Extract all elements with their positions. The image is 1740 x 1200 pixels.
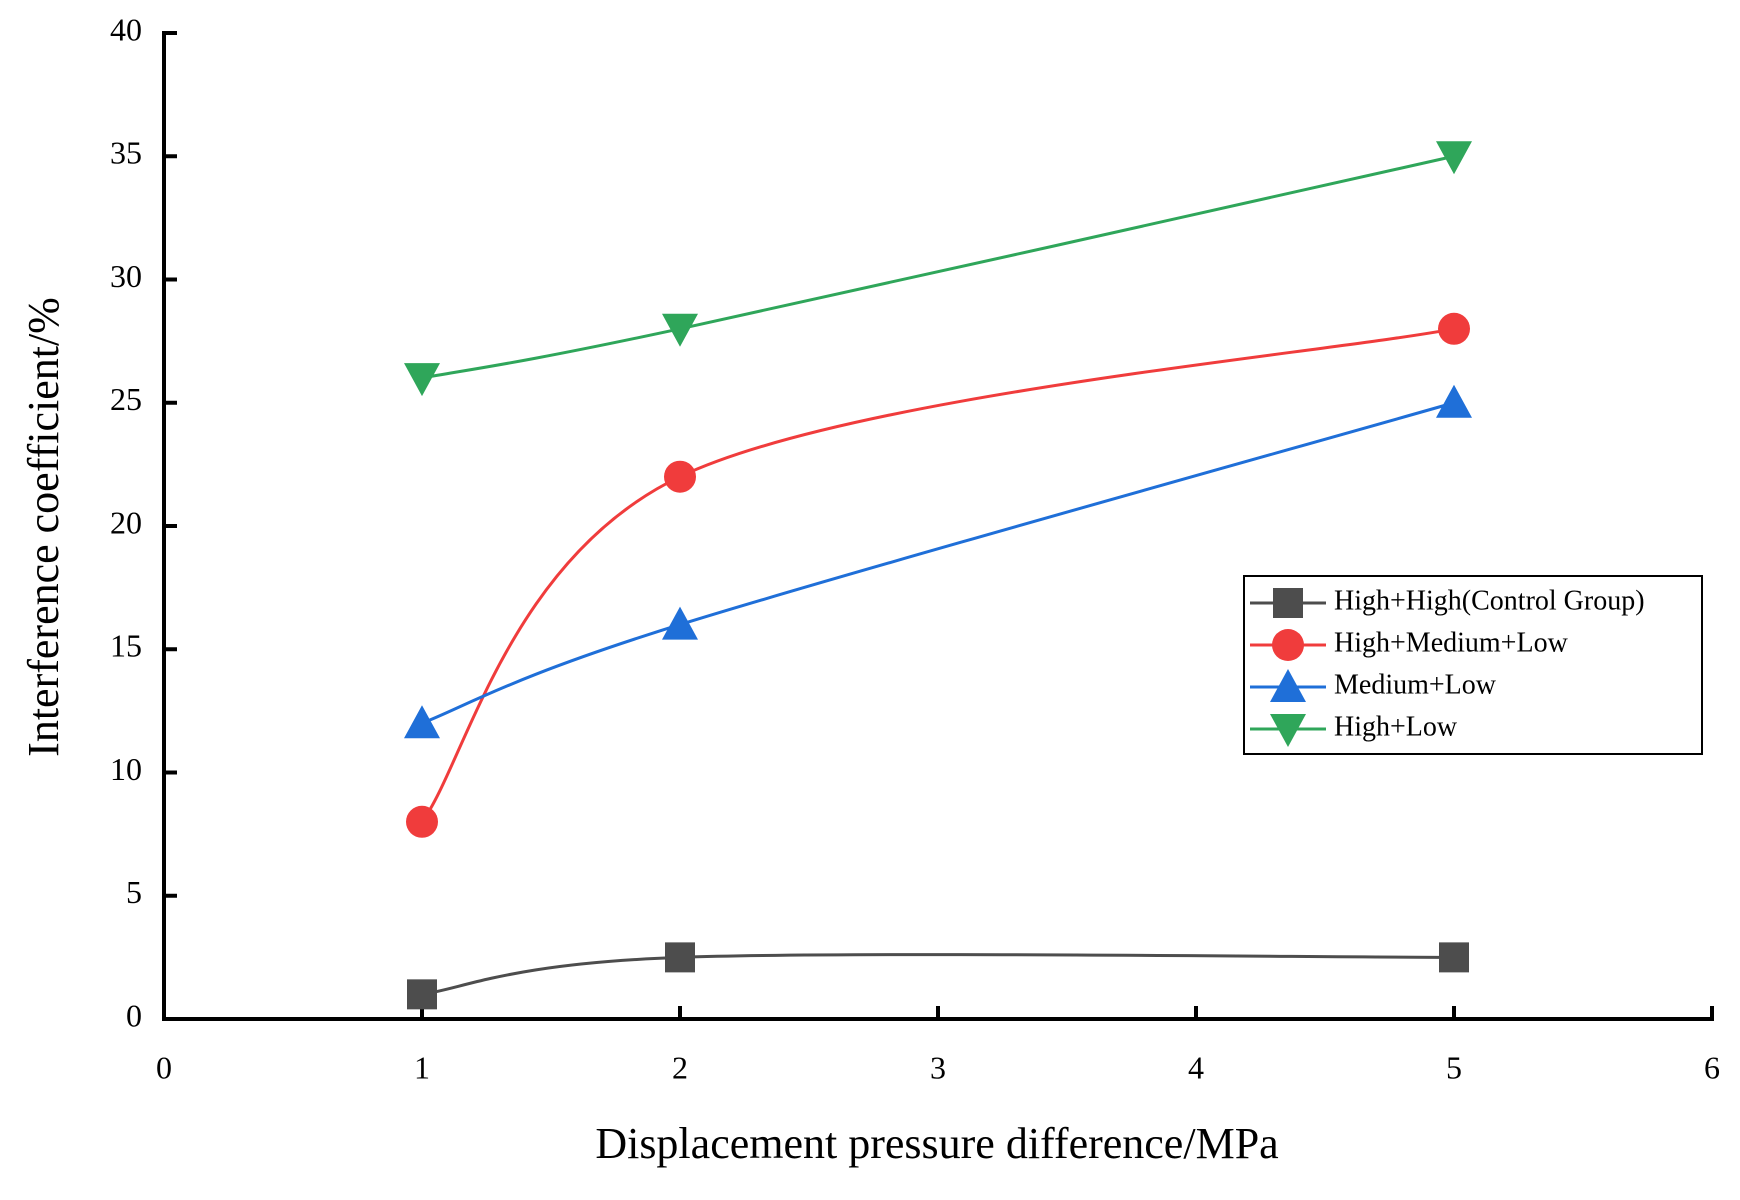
legend: High+High(Control Group) High+Medium+Low M… (1243, 575, 1703, 755)
series-line (421, 154, 1455, 380)
y-tick-label: 0 (126, 997, 142, 1033)
x-tick-label: 6 (1704, 1049, 1720, 1085)
legend-label: High+High(Control Group) (1334, 585, 1645, 616)
y-tick-label: 5 (126, 874, 142, 910)
series-line (420, 327, 1455, 823)
data-point (662, 313, 698, 347)
data-point (664, 460, 696, 493)
data-point (1438, 312, 1470, 345)
y-tick-label: 30 (110, 258, 142, 294)
legend-marker (1270, 669, 1306, 702)
y-axis-title: Interference coefficient/% (19, 297, 68, 757)
series-line (421, 953, 1455, 996)
y-tick-label: 20 (110, 504, 142, 540)
x-tick-label: 0 (156, 1049, 172, 1085)
data-point (1436, 141, 1472, 175)
legend-box (1243, 575, 1703, 755)
data-point (662, 606, 698, 640)
legend-label: High+Medium+Low (1334, 627, 1569, 658)
x-tick-label: 2 (672, 1049, 688, 1085)
data-point (407, 979, 437, 1010)
legend-label: High+Low (1334, 711, 1458, 742)
data-point (406, 805, 438, 838)
legend-marker (1272, 629, 1304, 661)
data-point (404, 705, 440, 739)
data-point (404, 363, 440, 397)
y-tick-label: 10 (110, 751, 142, 787)
data-point (1439, 942, 1469, 973)
y-tick-label: 15 (110, 628, 142, 664)
x-axis-title: Displacement pressure difference/MPa (595, 1119, 1278, 1168)
x-tick-label: 5 (1446, 1049, 1462, 1085)
series-line (421, 401, 1455, 725)
x-tick-label: 1 (414, 1049, 430, 1085)
data-point (665, 942, 695, 973)
x-tick-label: 3 (930, 1049, 946, 1085)
y-tick-label: 25 (110, 381, 142, 417)
legend-marker (1273, 588, 1303, 618)
y-tick-label: 40 (110, 11, 142, 47)
x-tick-label: 4 (1188, 1049, 1204, 1085)
legend-marker (1270, 714, 1306, 747)
data-point (1436, 384, 1472, 418)
y-tick-label: 35 (110, 135, 142, 171)
legend-label: Medium+Low (1334, 669, 1497, 700)
